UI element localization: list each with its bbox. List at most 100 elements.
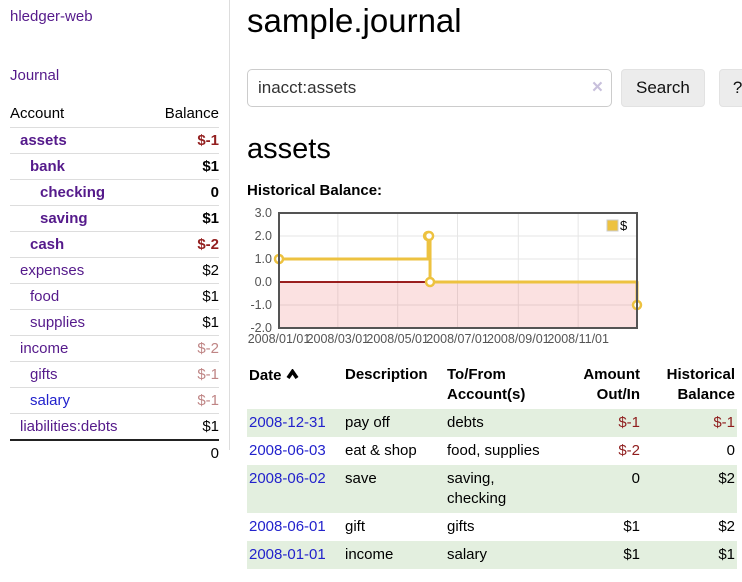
transaction-date-link[interactable]: 2008-12-31 [249,414,326,431]
accounts-header-account: Account [10,105,65,122]
account-balance: $1 [148,205,219,232]
register-accounts-cell: salary [447,546,488,563]
x-tick-label: 2008/03/01 [307,332,370,346]
register-amount-cell: $-2 [618,442,640,459]
y-tick-label: 1.0 [255,252,272,266]
x-tick-label: 2008/05/01 [366,332,429,346]
account-row: supplies $1 [10,309,219,336]
legend-swatch [606,219,619,232]
data-point-marker [423,230,435,242]
plot-border [278,212,638,329]
account-row: salary $-1 [10,387,219,414]
register-balance-cell: $2 [718,518,735,535]
register-header-accounts: To/From Account(s) [447,366,526,403]
account-row: bank $1 [10,153,219,180]
sidebar-item-journal[interactable]: Journal [10,67,60,84]
account-name-cell: food [10,283,149,310]
account-link[interactable]: saving [40,210,88,227]
register-date-cell: 2008-06-01 [247,513,343,541]
account-balance: $-1 [148,387,219,414]
account-balance: $1 [148,153,219,180]
account-balance: $-1 [148,127,219,154]
search-input[interactable] [247,69,612,107]
account-name-cell: bank [10,153,149,180]
transaction-date-link[interactable]: 2008-06-01 [249,518,326,535]
account-row: assets $-1 [10,127,219,154]
transaction-date-link[interactable]: 2008-01-01 [249,546,326,563]
x-tick-label: 2008/09/01 [487,332,550,346]
account-row: checking 0 [10,179,219,206]
x-tick-label: 2008/11/01 [547,332,609,346]
account-balance: $-1 [148,361,219,388]
y-tick-label: 0.0 [255,275,272,289]
register-header-date[interactable]: Date [247,361,343,409]
register-description-cell: save [345,470,377,487]
transaction-date-link[interactable]: 2008-06-02 [249,470,326,487]
register-amount-cell: $1 [623,518,640,535]
register-row: 2008-12-31 pay off debts $-1 $-1 [247,409,737,437]
account-link[interactable]: expenses [20,262,85,279]
account-row: expenses $2 [10,257,219,284]
help-button[interactable]: ? [718,69,742,107]
register-accounts-cell: food, supplies [447,442,540,459]
register-amount-cell: $-1 [618,414,640,431]
account-name-cell: checking [10,179,149,206]
register-header-balance: Historical Balance [666,366,735,403]
account-balance: $1 [148,309,219,336]
transaction-date-link[interactable]: 2008-06-03 [249,442,326,459]
y-tick-label: 3.0 [255,207,272,220]
legend-label: $ [620,218,628,233]
account-name-cell: cash [10,231,149,258]
register-accounts-cell: saving, checking [447,470,507,507]
historical-balance-chart: 3.0 2.0 1.0 0.0 -1.0 -2.0 2008/01/01 2008/03/01… [245,206,737,359]
main-content: sample.journal × Search ? assets Histori… [245,0,742,569]
account-link[interactable]: checking [40,184,106,201]
register-row: 2008-06-01 gift gifts $1 $2 [247,513,737,541]
data-point-marker [424,276,436,288]
account-name-cell: salary [10,387,149,414]
account-link[interactable]: supplies [30,314,86,331]
register-description-cell: gift [345,518,366,535]
page-title: sample.journal [247,2,462,39]
account-row: income $-2 [10,335,219,362]
account-name-cell: assets [10,127,149,154]
account-link[interactable]: gifts [30,366,58,383]
register-row: 2008-06-03 eat & shop food, supplies $-2 0 [247,437,737,465]
account-link[interactable]: bank [30,158,66,175]
accounts-total-spacer [10,439,149,466]
register-accounts-cell: gifts [447,518,475,535]
account-link[interactable]: food [30,288,60,305]
account-link[interactable]: income [20,340,69,357]
register-balance-cell: $1 [718,546,735,563]
register-balance-cell: $2 [718,470,735,487]
search-button[interactable]: Search [621,69,705,107]
register-accounts-cell: debts [447,414,484,431]
account-row: food $1 [10,283,219,310]
account-row: gifts $-1 [10,361,219,388]
register-description-cell: eat & shop [345,442,417,459]
account-name-cell: saving [10,205,149,232]
y-tick-label: -2.0 [250,321,272,335]
account-name-cell: income [10,335,149,362]
account-link[interactable]: cash [30,236,65,253]
account-link[interactable]: liabilities:debts [20,418,118,435]
account-name-cell: gifts [10,361,149,388]
register-description-cell: income [345,546,394,563]
register-table: Date Description To/From Account(s) Amou… [247,361,737,569]
register-date-cell: 2008-06-03 [247,437,343,465]
account-link[interactable]: salary [30,392,71,409]
register-header-description: Description [345,366,428,383]
register-balance-cell: $-1 [713,414,735,431]
account-link[interactable]: assets [20,132,67,149]
accounts-table: Account Balance assets $-1 bank $1 checking 0… [10,102,219,466]
y-tick-label: 2.0 [255,229,272,243]
clear-search-icon[interactable]: × [591,77,603,98]
app-brand-link[interactable]: hledger-web [10,8,93,25]
register-description-cell: pay off [345,414,390,431]
search-input-wrap: × [247,69,612,107]
account-balance: $-2 [148,231,219,258]
account-row: saving $1 [10,205,219,232]
register-balance-cell: 0 [726,442,735,459]
account-row: liabilities:debts $1 [10,413,219,440]
search-bar: × Search ? [247,69,742,107]
